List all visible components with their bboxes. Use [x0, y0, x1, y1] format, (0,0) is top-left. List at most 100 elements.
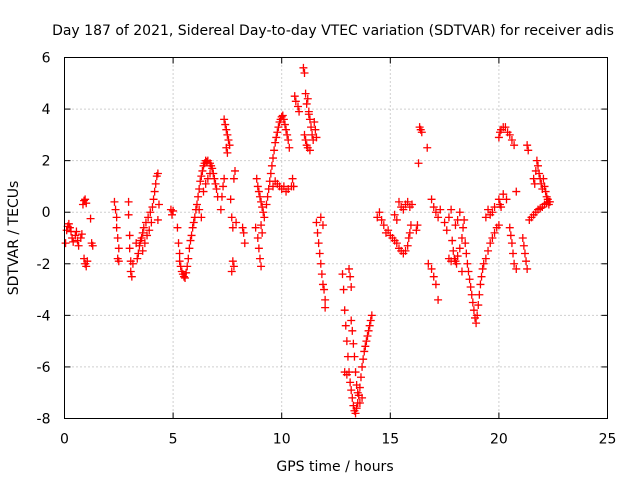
data-point: [143, 231, 152, 240]
data-point: [198, 166, 207, 175]
data-point: [494, 195, 503, 204]
data-point: [505, 223, 514, 232]
data-point: [283, 130, 292, 139]
data-point: [279, 115, 288, 124]
data-point: [481, 254, 490, 263]
data-point: [226, 195, 235, 204]
data-point: [262, 200, 271, 209]
data-point: [488, 234, 497, 242]
data-point: [484, 246, 493, 255]
data-point: [316, 213, 325, 222]
data-point: [264, 185, 273, 194]
data-point: [360, 347, 369, 356]
data-point: [222, 125, 231, 134]
data-point: [206, 169, 215, 178]
data-point: [530, 179, 539, 188]
data-point: [280, 120, 289, 129]
data-point: [520, 249, 529, 258]
data-point: [352, 404, 361, 413]
data-point: [300, 68, 309, 77]
data-point: [524, 146, 533, 155]
data-point: [110, 197, 119, 206]
data-point: [301, 89, 310, 98]
data-point: [349, 339, 358, 348]
data-point: [274, 123, 283, 132]
data-point: [361, 342, 370, 351]
data-point: [321, 303, 330, 312]
data-point: [348, 393, 357, 402]
data-point: [506, 231, 515, 240]
data-point: [263, 192, 272, 201]
data-point: [258, 228, 267, 237]
data-point: [184, 254, 193, 263]
x-tick-label: 15: [381, 432, 399, 448]
data-point: [288, 174, 297, 183]
data-point: [195, 185, 204, 194]
data-point: [401, 246, 410, 255]
data-point: [74, 241, 83, 250]
data-point: [363, 331, 372, 340]
data-point: [413, 221, 422, 230]
data-point: [532, 156, 541, 165]
data-point: [431, 208, 440, 217]
data-point: [279, 182, 288, 191]
data-point: [150, 187, 159, 196]
data-point: [405, 228, 414, 237]
data-point: [507, 239, 516, 248]
data-point: [64, 219, 73, 228]
data-point: [545, 197, 554, 206]
data-point: [486, 239, 495, 248]
data-point: [417, 128, 426, 137]
data-point: [303, 94, 312, 103]
data-point: [111, 205, 120, 214]
data-point: [239, 228, 248, 237]
data-point: [216, 205, 225, 214]
data-point: [518, 234, 527, 242]
data-point: [475, 290, 484, 299]
data-point: [414, 159, 423, 168]
data-point: [227, 213, 236, 222]
data-point: [342, 337, 351, 346]
data-point: [308, 130, 317, 139]
data-point: [474, 301, 483, 310]
data-point: [240, 239, 249, 248]
data-point: [427, 264, 436, 273]
data-point: [519, 241, 528, 250]
x-tick-label: 5: [169, 432, 178, 448]
data-point: [257, 197, 266, 206]
data-point: [434, 213, 443, 222]
data-point: [251, 223, 260, 232]
data-point: [453, 252, 462, 261]
data-point: [189, 218, 198, 227]
data-point: [282, 125, 291, 134]
data-point: [312, 218, 321, 227]
data-point: [478, 264, 487, 273]
data-point: [510, 259, 519, 268]
y-tick-label: -2: [37, 257, 51, 273]
data-point: [138, 228, 147, 237]
data-point: [211, 179, 220, 188]
data-point: [295, 107, 304, 116]
chart-title: Day 187 of 2021, Sidereal Day-to-day VTE…: [52, 23, 614, 39]
data-point: [314, 239, 323, 248]
data-point: [301, 136, 310, 145]
data-point: [431, 280, 440, 289]
data-point: [436, 205, 445, 214]
data-point: [293, 102, 302, 111]
data-point: [455, 208, 464, 217]
data-point: [351, 409, 360, 418]
data-point: [451, 221, 460, 230]
data-point: [353, 388, 362, 397]
data-point: [304, 110, 313, 119]
data-point: [201, 179, 210, 188]
data-point: [469, 306, 478, 315]
data-point: [338, 270, 347, 279]
y-tick-label: -4: [37, 308, 51, 324]
y-tick-label: 6: [42, 51, 51, 67]
data-point: [427, 195, 436, 204]
data-point: [221, 120, 230, 129]
data-point: [278, 111, 287, 120]
data-point: [481, 213, 490, 222]
data-point: [377, 215, 386, 224]
data-point: [300, 130, 309, 139]
